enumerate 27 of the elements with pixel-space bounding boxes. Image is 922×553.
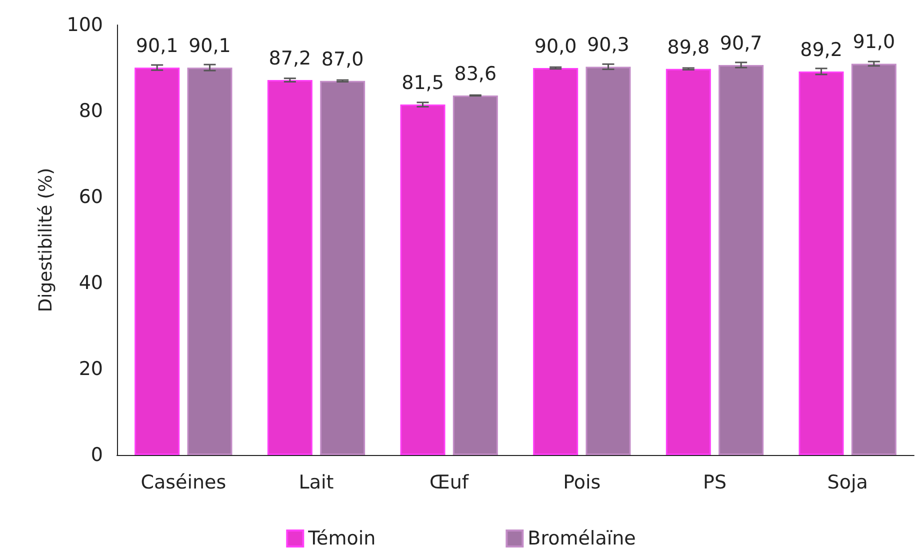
- y-tick-label: 20: [78, 358, 103, 380]
- x-tick-label: PS: [702, 472, 727, 494]
- data-label: 90,3: [587, 34, 630, 56]
- x-tick-label: Pois: [563, 472, 601, 494]
- y-tick-label: 40: [78, 272, 103, 294]
- y-tick-label: 80: [78, 100, 103, 122]
- data-label: 89,8: [667, 36, 710, 58]
- y-tick-label: 60: [78, 186, 103, 208]
- data-label: 89,2: [800, 38, 842, 61]
- data-label: 90,0: [534, 36, 577, 58]
- data-label: 87,2: [268, 48, 312, 70]
- y-tick-label: 100: [66, 14, 103, 36]
- x-tick-label: Soja: [827, 472, 868, 494]
- data-label: 87,0: [321, 48, 364, 70]
- legend-label: Bromélaïne: [528, 528, 636, 550]
- y-axis-title: Digestibilité (%): [36, 168, 56, 312]
- y-tick-label: 0: [90, 444, 103, 466]
- data-label: 91,0: [852, 31, 896, 54]
- data-label: 90,7: [720, 32, 762, 54]
- x-tick-label: Caséines: [140, 472, 226, 494]
- data-label: 81,5: [402, 72, 444, 94]
- x-tick-label: Lait: [298, 472, 334, 494]
- legend-label: Témoin: [307, 528, 376, 550]
- data-label: 90,1: [188, 35, 231, 58]
- data-label: 90,1: [136, 35, 178, 58]
- x-tick-label: Œuf: [430, 472, 470, 494]
- data-label: 83,6: [454, 63, 497, 86]
